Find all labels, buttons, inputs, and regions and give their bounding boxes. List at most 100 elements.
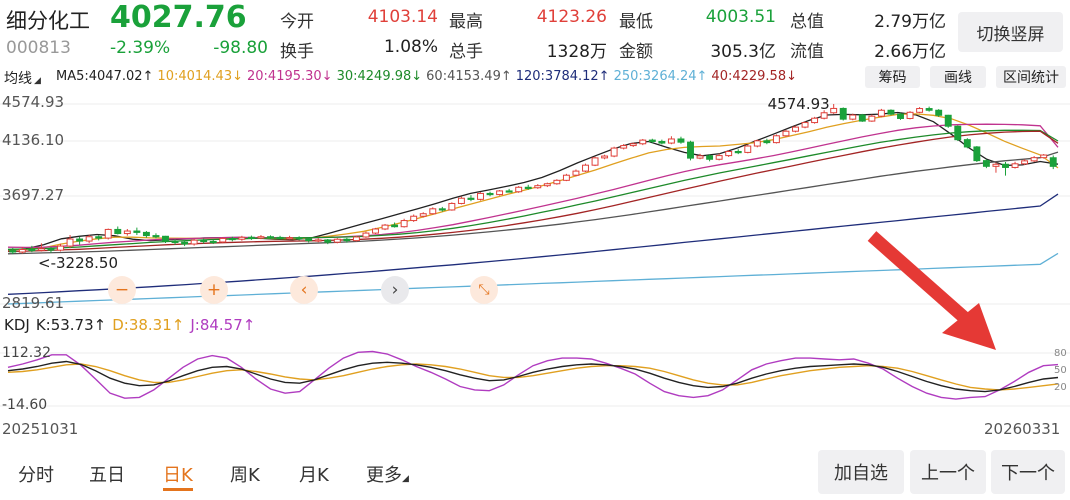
candle bbox=[839, 107, 847, 121]
stat-value-turnover: 1.08% bbox=[383, 37, 438, 57]
price-axis-label: 4574.93 bbox=[2, 93, 65, 111]
tab-monthly-k[interactable]: 月K bbox=[299, 465, 329, 486]
ma-legend-item: 250:3264.24↑ bbox=[613, 69, 708, 84]
fit-range-icon[interactable]: ⤡ bbox=[470, 276, 498, 304]
candle bbox=[925, 106, 933, 112]
candle bbox=[219, 237, 227, 244]
stat-value-amount: 305.3亿 bbox=[710, 42, 776, 62]
tab-more[interactable]: 更多◢ bbox=[366, 465, 409, 486]
switch-portrait-button[interactable]: 切换竖屏 bbox=[958, 12, 1063, 52]
previous-button[interactable]: 上一个 bbox=[910, 450, 986, 494]
candle bbox=[66, 235, 74, 249]
candle bbox=[457, 196, 465, 205]
range-stats-button[interactable]: 区间统计 bbox=[996, 66, 1066, 88]
candle bbox=[267, 235, 274, 240]
kdj-legend: KDJ K:53.73↑ D:38.31↑ J:84.57↑ bbox=[4, 316, 261, 334]
candle bbox=[104, 228, 112, 240]
ma-line-40 bbox=[7, 130, 1059, 253]
ma-line-60 bbox=[7, 151, 1059, 255]
candle bbox=[591, 156, 599, 167]
candle bbox=[954, 125, 962, 142]
candle bbox=[505, 188, 513, 193]
stat-label-high: 最高 bbox=[449, 12, 483, 32]
stock-code: 000813 bbox=[6, 38, 71, 58]
candle bbox=[944, 114, 952, 128]
price-axis-label: 4136.10 bbox=[2, 131, 65, 149]
candle bbox=[811, 116, 819, 124]
candle bbox=[486, 191, 494, 197]
kdj-tick-50: 50 bbox=[1054, 365, 1067, 376]
candle bbox=[524, 184, 532, 190]
kdj-title[interactable]: KDJ bbox=[4, 316, 30, 334]
date-end: 20260331 bbox=[984, 420, 1061, 438]
candle bbox=[610, 146, 618, 158]
candle bbox=[572, 169, 580, 177]
stat-label-float-value: 流值 bbox=[790, 42, 824, 62]
tab-intraday[interactable]: 分时 bbox=[18, 465, 54, 486]
candle bbox=[992, 162, 1000, 173]
stat-value-volume: 1328万 bbox=[546, 42, 607, 62]
kline-grid bbox=[0, 103, 1070, 305]
candle bbox=[706, 154, 714, 162]
date-start: 20251031 bbox=[2, 420, 79, 438]
candle bbox=[123, 228, 131, 236]
indicator-type-selector[interactable]: 均线 ◢ bbox=[4, 68, 41, 88]
candle bbox=[801, 121, 809, 129]
zoom-in-button[interactable]: + bbox=[200, 276, 228, 304]
draw-line-button[interactable]: 画线 bbox=[930, 66, 986, 88]
candle bbox=[629, 142, 637, 147]
tab-five-day[interactable]: 五日 bbox=[89, 465, 125, 486]
candle bbox=[57, 243, 64, 252]
candle bbox=[772, 134, 780, 144]
candle bbox=[37, 243, 45, 252]
candle bbox=[1049, 155, 1057, 170]
zoom-out-button[interactable]: − bbox=[108, 276, 136, 304]
candle bbox=[858, 113, 866, 122]
stock-name: 细分化工 bbox=[6, 9, 90, 33]
stat-value-low: 4003.51 bbox=[705, 7, 776, 27]
candle bbox=[9, 247, 17, 255]
candle bbox=[372, 227, 379, 234]
candle bbox=[887, 109, 895, 116]
candle bbox=[562, 173, 570, 182]
candle bbox=[362, 231, 370, 238]
kdj-j-value: J:84.57↑ bbox=[190, 316, 256, 334]
chips-button[interactable]: 筹码 bbox=[865, 66, 920, 88]
scroll-left-button[interactable]: ‹ bbox=[290, 276, 318, 304]
next-button[interactable]: 下一个 bbox=[991, 450, 1065, 494]
candle bbox=[973, 146, 981, 162]
add-watchlist-button[interactable]: 加自选 bbox=[818, 450, 904, 494]
candle bbox=[963, 138, 971, 149]
candles bbox=[9, 104, 1057, 255]
candle bbox=[295, 236, 303, 241]
ma-legend-item: 40:4229.58↓ bbox=[711, 69, 797, 84]
ma-line-30 bbox=[7, 129, 1059, 250]
kdj-lines bbox=[7, 350, 1059, 400]
stat-value-open: 4103.14 bbox=[367, 7, 438, 27]
candle bbox=[324, 239, 332, 245]
candle bbox=[305, 237, 313, 243]
candle bbox=[601, 154, 609, 160]
active-tab-indicator bbox=[163, 488, 193, 491]
kdj-axis-top: 112.32 bbox=[2, 345, 51, 361]
tab-weekly-k[interactable]: 周K bbox=[230, 465, 260, 486]
candle bbox=[381, 223, 389, 231]
kdj-axis-bottom: -14.60 bbox=[2, 397, 48, 413]
candle bbox=[114, 226, 122, 235]
kdj-chart[interactable] bbox=[0, 338, 1070, 416]
candle bbox=[744, 144, 752, 154]
candle bbox=[916, 107, 924, 114]
candle bbox=[897, 112, 904, 120]
candle bbox=[734, 149, 742, 155]
kline-annotations: 4574.93 <-3228.50 bbox=[38, 95, 830, 272]
tab-daily-k[interactable]: 日K bbox=[163, 465, 193, 486]
stat-value-float-value: 2.66万亿 bbox=[874, 42, 946, 62]
candle bbox=[496, 190, 504, 196]
candle bbox=[935, 109, 943, 117]
candle bbox=[352, 235, 360, 242]
kline-chart[interactable]: 4574.93 <-3228.50 bbox=[0, 88, 1070, 316]
candle bbox=[152, 233, 160, 239]
candle bbox=[543, 182, 551, 188]
scroll-right-button[interactable]: › bbox=[381, 276, 409, 304]
candle bbox=[687, 140, 694, 161]
